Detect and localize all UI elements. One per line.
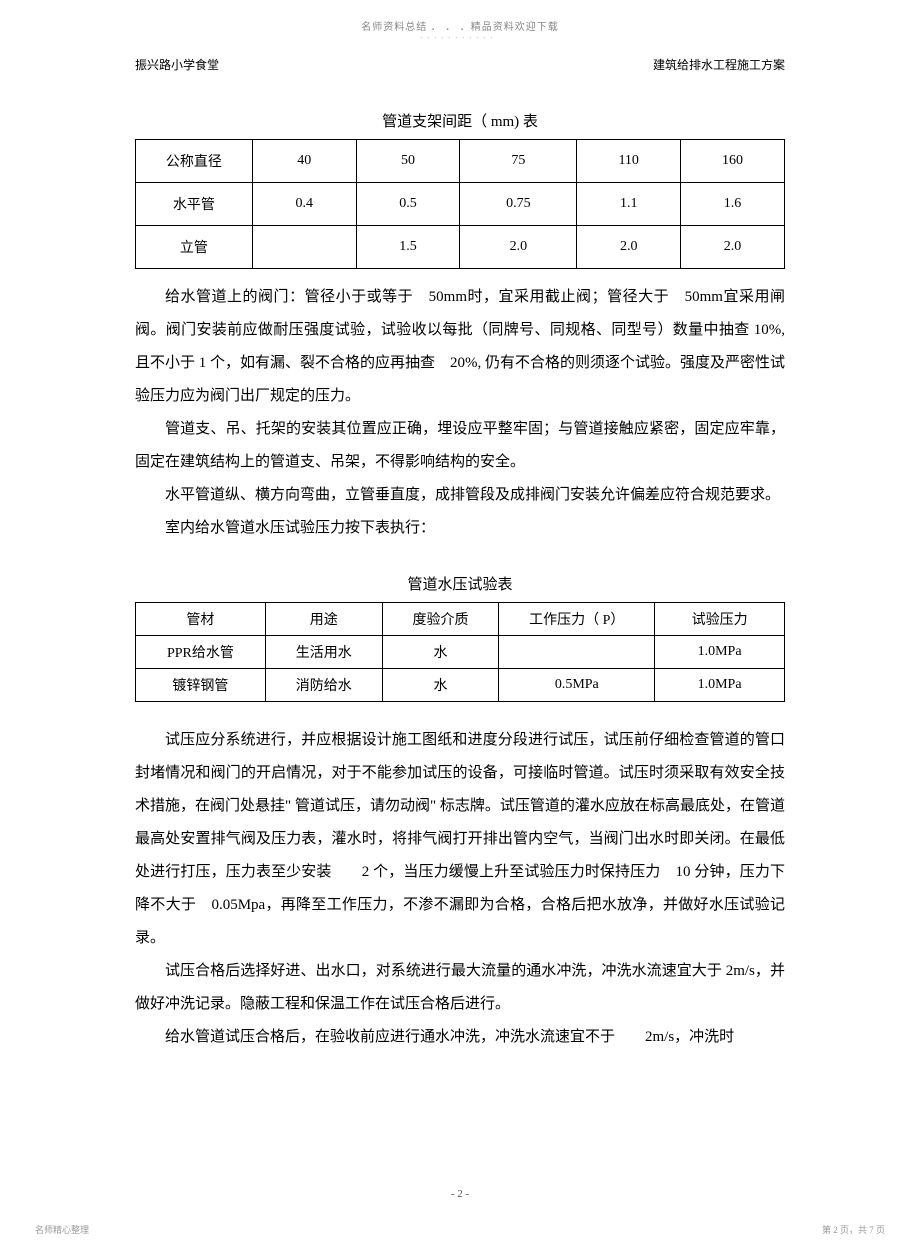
cell xyxy=(252,226,356,269)
cell: 水 xyxy=(382,636,499,669)
cell: 消防给水 xyxy=(265,669,382,702)
paragraph: 水平管道纵、横方向弯曲，立管垂直度，成排管段及成排阀门安装允许偏差应符合规范要求… xyxy=(135,479,785,512)
cell: 试验压力 xyxy=(655,603,785,636)
cell: 用途 xyxy=(265,603,382,636)
table1-title: 管道支架间距（ mm) 表 xyxy=(135,110,785,131)
header-left: 振兴路小学食堂 xyxy=(135,56,219,73)
table-pressure-test: 管材 用途 度验介质 工作压力（ P） 试验压力 PPR给水管 生活用水 水 1… xyxy=(135,602,785,702)
cell: 0.75 xyxy=(460,183,577,226)
cell: 1.0MPa xyxy=(655,636,785,669)
cell: PPR给水管 xyxy=(136,636,266,669)
header-row: 振兴路小学食堂 建筑给排水工程施工方案 xyxy=(135,56,785,73)
table-pipe-support-spacing: 公称直径 40 50 75 110 160 水平管 0.4 0.5 0.75 1… xyxy=(135,139,785,269)
cell: 1.5 xyxy=(356,226,460,269)
cell: 2.0 xyxy=(460,226,577,269)
cell: 0.5MPa xyxy=(499,669,655,702)
table-row: 水平管 0.4 0.5 0.75 1.1 1.6 xyxy=(136,183,785,226)
cell: 1.6 xyxy=(681,183,785,226)
table2-title: 管道水压试验表 xyxy=(135,573,785,594)
paragraph: 试压合格后选择好进、出水口，对系统进行最大流量的通水冲洗，冲洗水流速宜大于 2m… xyxy=(135,955,785,1021)
cell: 40 xyxy=(252,140,356,183)
top-dots: ．．．．．．．．．．． xyxy=(0,30,920,41)
cell: 50 xyxy=(356,140,460,183)
table-row: 镀锌钢管 消防给水 水 0.5MPa 1.0MPa xyxy=(136,669,785,702)
paragraph: 给水管道试压合格后，在验收前应进行通水冲洗，冲洗水流速宜不于 2m/s，冲洗时 xyxy=(135,1021,785,1054)
cell: 0.5 xyxy=(356,183,460,226)
cell: 工作压力（ P） xyxy=(499,603,655,636)
header-right: 建筑给排水工程施工方案 xyxy=(653,56,785,73)
cell: 公称直径 xyxy=(136,140,253,183)
paragraph: 给水管道上的阀门：管径小于或等于 50mm时，宜采用截止阀；管径大于 50mm宜… xyxy=(135,281,785,413)
content-area: 管道支架间距（ mm) 表 公称直径 40 50 75 110 160 水平管 … xyxy=(135,100,785,1054)
table-row: 管材 用途 度验介质 工作压力（ P） 试验压力 xyxy=(136,603,785,636)
table-row: PPR给水管 生活用水 水 1.0MPa xyxy=(136,636,785,669)
cell: 镀锌钢管 xyxy=(136,669,266,702)
cell: 2.0 xyxy=(577,226,681,269)
cell: 0.4 xyxy=(252,183,356,226)
cell: 生活用水 xyxy=(265,636,382,669)
footer-right: 第 2 页，共 7 页 xyxy=(822,1223,885,1236)
cell: 1.0MPa xyxy=(655,669,785,702)
page-number: - 2 - xyxy=(0,1188,920,1200)
cell: 160 xyxy=(681,140,785,183)
cell: 立管 xyxy=(136,226,253,269)
cell: 水 xyxy=(382,669,499,702)
paragraph: 室内给水管道水压试验压力按下表执行： xyxy=(135,512,785,545)
page: 名师资料总结 ． ． ．精品资料欢迎下载 ．．．．．．．．．．． 振兴路小学食堂… xyxy=(0,0,920,1248)
paragraph: 管道支、吊、托架的安装其位置应正确，埋设应平整牢固；与管道接触应紧密，固定应牢靠… xyxy=(135,413,785,479)
table-row: 立管 1.5 2.0 2.0 2.0 xyxy=(136,226,785,269)
cell xyxy=(499,636,655,669)
cell: 1.1 xyxy=(577,183,681,226)
cell: 度验介质 xyxy=(382,603,499,636)
table-row: 公称直径 40 50 75 110 160 xyxy=(136,140,785,183)
cell: 110 xyxy=(577,140,681,183)
cell: 水平管 xyxy=(136,183,253,226)
paragraph: 试压应分系统进行，并应根据设计施工图纸和进度分段进行试压，试压前仔细检查管道的管… xyxy=(135,724,785,955)
cell: 管材 xyxy=(136,603,266,636)
footer-left: 名师精心整理 xyxy=(35,1223,89,1236)
cell: 2.0 xyxy=(681,226,785,269)
cell: 75 xyxy=(460,140,577,183)
